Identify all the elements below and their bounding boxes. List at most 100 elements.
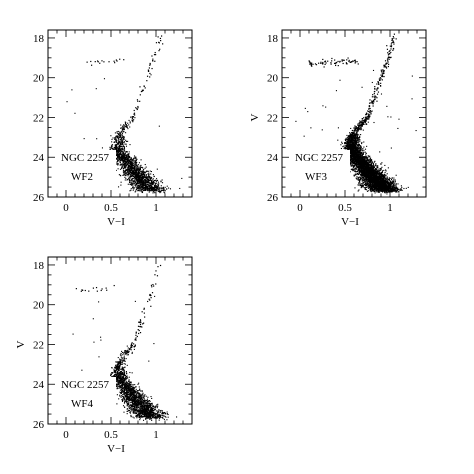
data-point	[142, 187, 144, 189]
data-point	[130, 174, 132, 176]
data-point	[123, 145, 125, 147]
data-point	[142, 177, 144, 179]
data-point	[354, 134, 356, 136]
data-point	[139, 169, 141, 171]
data-point	[370, 186, 372, 188]
data-point	[399, 189, 401, 191]
data-point	[118, 150, 120, 152]
data-point	[136, 108, 138, 110]
data-point	[117, 163, 119, 165]
data-point	[146, 189, 148, 191]
data-point	[355, 168, 357, 170]
data-point	[115, 147, 117, 149]
data-point	[356, 134, 358, 136]
data-point	[162, 43, 164, 45]
data-point	[122, 128, 124, 131]
data-point	[133, 165, 135, 167]
data-point	[385, 181, 387, 183]
data-point	[126, 163, 129, 166]
data-point	[120, 156, 122, 158]
data-point	[353, 157, 355, 159]
data-point	[353, 164, 355, 167]
data-point	[136, 175, 138, 177]
data-point	[123, 155, 125, 157]
data-point	[133, 164, 135, 166]
data-point	[134, 168, 136, 170]
data-point	[140, 175, 142, 177]
data-point	[121, 151, 123, 153]
data-point	[122, 144, 124, 146]
data-point	[360, 145, 362, 148]
data-point	[122, 160, 125, 162]
data-point	[132, 171, 134, 174]
data-point	[349, 144, 351, 147]
data-point	[142, 176, 144, 178]
data-point	[116, 161, 118, 163]
data-point	[355, 132, 357, 135]
data-point	[118, 139, 120, 141]
data-point	[358, 171, 360, 173]
data-point	[123, 164, 125, 166]
data-point	[365, 155, 367, 157]
data-point	[135, 177, 138, 179]
data-point	[129, 169, 131, 171]
data-point	[369, 161, 371, 163]
data-point	[345, 145, 347, 147]
data-point	[351, 140, 353, 142]
data-point	[116, 150, 118, 152]
data-point	[164, 192, 166, 194]
data-point	[130, 169, 132, 171]
data-point	[362, 152, 364, 154]
data-point	[160, 189, 162, 191]
data-point	[379, 191, 381, 193]
data-point	[155, 187, 157, 189]
data-point	[121, 164, 123, 166]
data-point	[120, 145, 122, 147]
data-point	[142, 189, 144, 191]
data-point	[346, 137, 348, 139]
data-point	[137, 173, 139, 175]
data-point	[135, 178, 138, 180]
data-point	[116, 154, 118, 156]
data-point	[125, 163, 127, 165]
data-point	[160, 187, 162, 189]
data-point	[153, 179, 155, 182]
data-point	[140, 184, 142, 186]
data-point	[381, 188, 383, 190]
data-point	[131, 118, 133, 120]
data-point	[128, 179, 130, 181]
data-point	[146, 183, 148, 185]
data-point	[150, 179, 152, 181]
data-point	[367, 187, 369, 189]
data-point	[363, 141, 365, 143]
data-point	[138, 184, 140, 186]
data-point	[359, 135, 361, 137]
data-point	[136, 161, 138, 164]
data-point	[344, 142, 346, 144]
y-tick-label: 26	[33, 192, 45, 204]
data-point	[150, 185, 152, 187]
data-point	[121, 140, 124, 142]
data-point	[147, 190, 149, 192]
data-point	[132, 168, 134, 170]
data-point	[160, 35, 163, 37]
data-point	[124, 157, 126, 160]
data-point	[134, 180, 136, 183]
data-point	[134, 163, 136, 165]
data-point	[122, 127, 124, 129]
data-point	[370, 157, 372, 159]
data-point	[135, 162, 137, 164]
data-point	[403, 187, 405, 190]
data-point	[126, 169, 128, 171]
data-point	[356, 172, 359, 174]
data-point	[117, 146, 119, 148]
data-point	[118, 140, 120, 142]
data-point	[370, 160, 372, 162]
data-point	[385, 191, 388, 193]
data-point	[138, 190, 140, 192]
data-point	[345, 140, 347, 142]
data-point	[350, 161, 352, 163]
data-point	[394, 184, 396, 186]
data-point	[362, 182, 364, 184]
data-point	[129, 169, 131, 171]
